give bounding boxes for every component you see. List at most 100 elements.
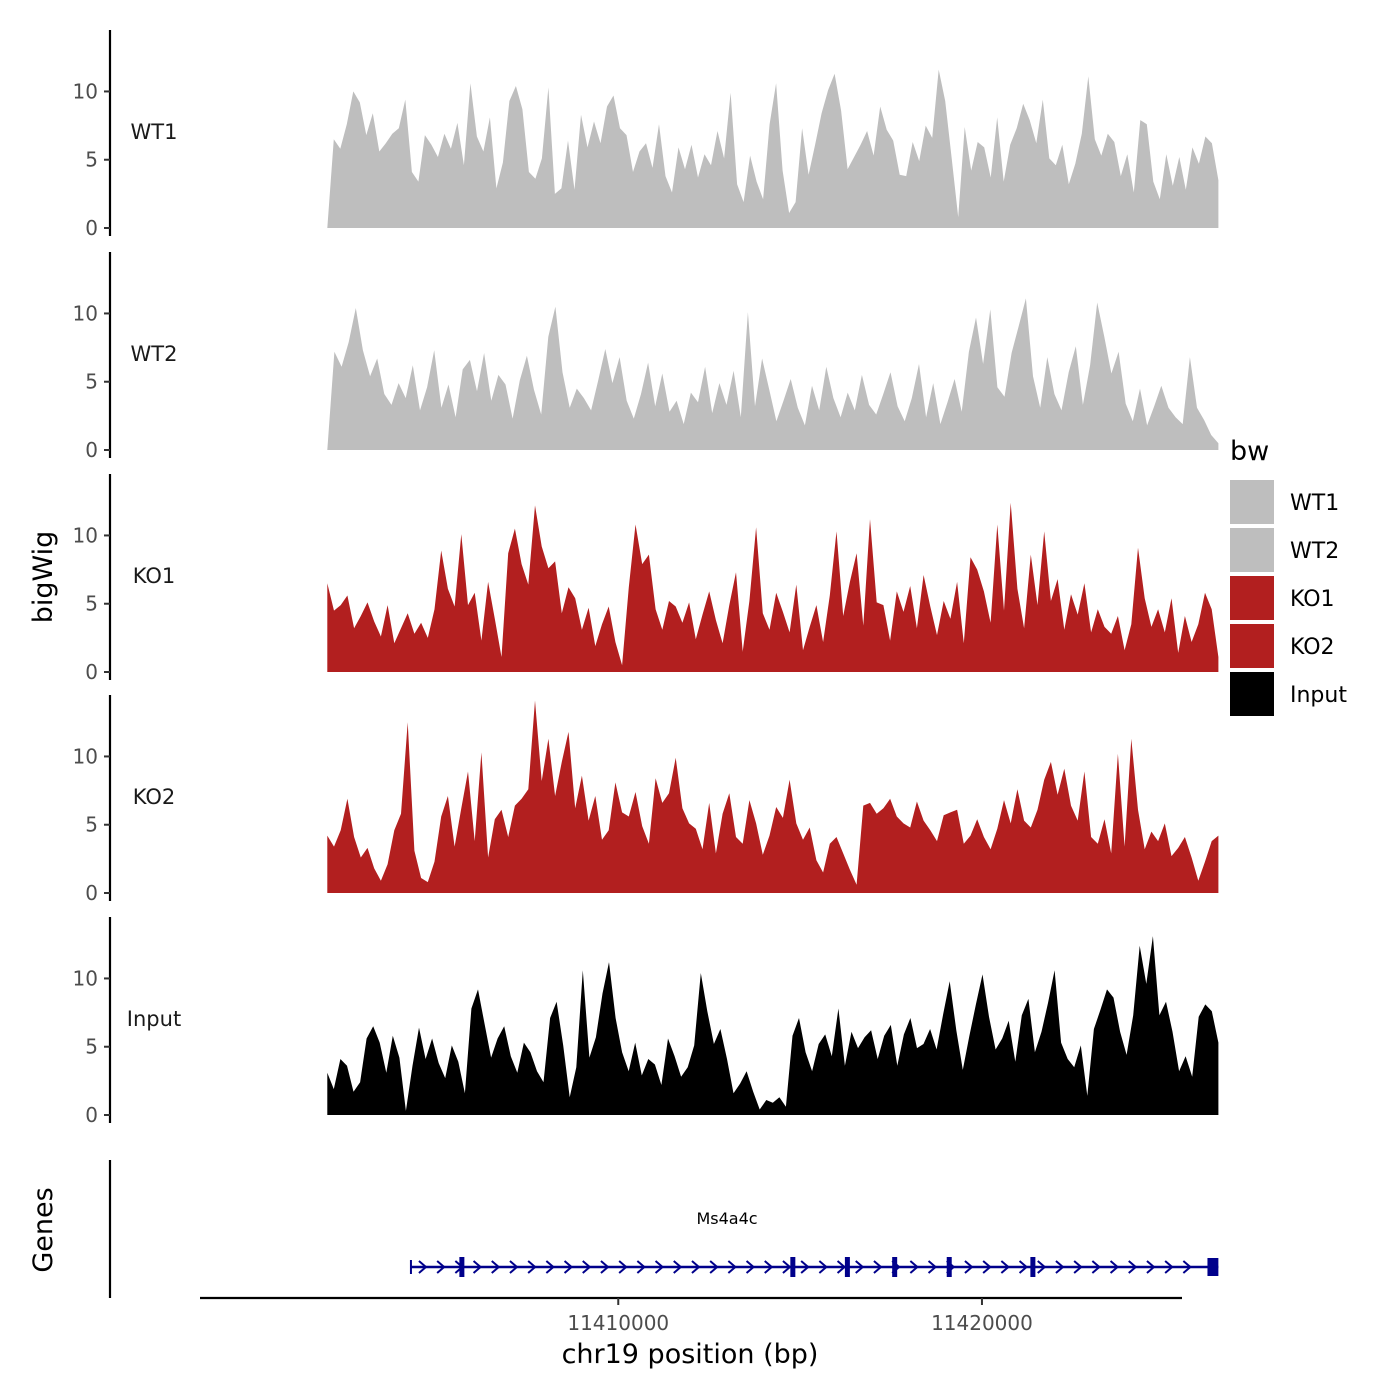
gene-track: Ms4a4c — [108, 1160, 1219, 1298]
strand-arrow — [691, 1260, 701, 1274]
strand-arrow — [1128, 1260, 1138, 1274]
strand-arrow — [1037, 1260, 1047, 1274]
y-axis-label: bigWig — [28, 531, 59, 624]
y-tick-label: 10 — [73, 301, 98, 325]
track-wt1: 0 5 10 WT1 — [73, 30, 1219, 240]
strand-arrow — [727, 1260, 737, 1274]
strand-arrow — [600, 1260, 610, 1274]
y-tick-label: 5 — [85, 148, 98, 172]
strand-arrow — [545, 1260, 555, 1274]
y-tick-label: 0 — [85, 1103, 98, 1127]
y-tick-label: 10 — [73, 523, 98, 547]
strand-arrow — [673, 1260, 683, 1274]
y-tick-label: 5 — [85, 1035, 98, 1059]
strand-arrow — [418, 1260, 428, 1274]
strand-arrow — [618, 1260, 628, 1274]
strand-arrow — [582, 1260, 592, 1274]
track-wt2: 0 5 10 WT2 — [73, 252, 1219, 462]
legend-swatch — [1230, 576, 1274, 620]
legend-title: bw — [1230, 436, 1269, 467]
track-label: Input — [127, 1007, 181, 1031]
strand-arrow — [836, 1260, 847, 1274]
gene-exon — [946, 1257, 952, 1277]
strand-arrow — [800, 1260, 810, 1274]
legend-swatch — [1230, 672, 1274, 716]
x-axis-label: chr19 position (bp) — [562, 1339, 819, 1370]
track-label: WT2 — [131, 342, 178, 366]
strand-arrow — [527, 1260, 537, 1274]
strand-arrow — [818, 1260, 828, 1274]
y-tick-label: 0 — [85, 438, 98, 462]
x-tick-label: 11420000 — [931, 1311, 1033, 1335]
y-axis-title: bigWig — [28, 531, 59, 624]
y-tick-label: 10 — [73, 79, 98, 103]
legend-label: KO2 — [1290, 635, 1335, 660]
strand-arrow — [636, 1260, 646, 1274]
genes-label: Genes — [28, 1187, 59, 1272]
gene-exon — [892, 1257, 898, 1277]
strand-arrow — [873, 1260, 883, 1274]
area-wt1 — [327, 69, 1219, 228]
strand-arrow — [1164, 1260, 1174, 1274]
strand-arrow — [782, 1260, 792, 1274]
strand-arrow — [982, 1260, 992, 1274]
strand-arrow — [1091, 1260, 1101, 1274]
track-ko1: 0 5 10 KO1 — [73, 474, 1219, 684]
y-tick-label: 0 — [85, 216, 98, 240]
y-tick-label: 0 — [85, 660, 98, 684]
track-input: 0 5 10 Input — [73, 917, 1219, 1127]
gene-name-label: Ms4a4c — [696, 1209, 757, 1228]
strand-arrow — [1018, 1260, 1029, 1274]
strand-arrow — [1182, 1260, 1192, 1274]
track-label: KO2 — [133, 785, 176, 809]
strand-arrow — [1073, 1260, 1083, 1274]
strand-arrow — [927, 1260, 938, 1274]
gene-exon — [844, 1257, 850, 1277]
strand-arrow — [491, 1260, 501, 1274]
x-axis: 11410000 11420000 — [200, 1296, 1182, 1335]
legend-label: Input — [1290, 683, 1347, 708]
gene-exon — [459, 1257, 465, 1277]
gene-exon — [1030, 1257, 1036, 1277]
track-ko2: 0 5 10 KO2 — [73, 695, 1219, 905]
y-tick-label: 5 — [85, 813, 98, 837]
legend-label: WT1 — [1290, 491, 1339, 516]
legend-label: WT2 — [1290, 539, 1339, 564]
area-wt2 — [327, 298, 1219, 450]
strand-arrow — [745, 1260, 756, 1274]
tracks: 0 5 10 WT1 0 5 10 WT2 0 5 10 KO1 0 5 10 KO2 0 5 10 Input — [73, 30, 1219, 1127]
legend-label: KO1 — [1290, 587, 1335, 612]
strand-arrow — [709, 1260, 719, 1274]
x-tick-label: 11410000 — [567, 1311, 669, 1335]
legend: bw WT1 WT2 KO1 KO2 Input — [1230, 436, 1347, 716]
legend-entry-ko2: KO2 — [1230, 624, 1335, 668]
strand-arrow — [654, 1260, 665, 1274]
strand-arrow — [1000, 1260, 1010, 1274]
strand-arrow — [964, 1260, 974, 1274]
legend-swatch — [1230, 624, 1274, 668]
area-input — [327, 936, 1219, 1115]
legend-entry-wt2: WT2 — [1230, 528, 1339, 572]
strand-arrow — [1109, 1260, 1120, 1274]
strand-arrow — [1055, 1260, 1065, 1274]
strand-arrow — [1146, 1260, 1156, 1274]
strand-arrow — [472, 1260, 483, 1274]
y-tick-label: 10 — [73, 966, 98, 990]
legend-entry-ko1: KO1 — [1230, 576, 1335, 620]
y-tick-label: 0 — [85, 881, 98, 905]
strand-arrow — [563, 1260, 574, 1274]
area-ko1 — [327, 502, 1219, 672]
strand-arrow — [436, 1260, 446, 1274]
strand-arrow — [509, 1260, 519, 1274]
y-tick-label: 5 — [85, 370, 98, 394]
genes-axis-title: Genes — [28, 1187, 59, 1272]
y-tick-label: 5 — [85, 592, 98, 616]
strand-arrow — [909, 1260, 919, 1274]
legend-entry-input: Input — [1230, 672, 1347, 716]
strand-arrow — [764, 1260, 774, 1274]
legend-swatch — [1230, 480, 1274, 524]
track-label: WT1 — [131, 120, 178, 144]
track-label: KO1 — [133, 564, 176, 588]
y-tick-label: 10 — [73, 744, 98, 768]
